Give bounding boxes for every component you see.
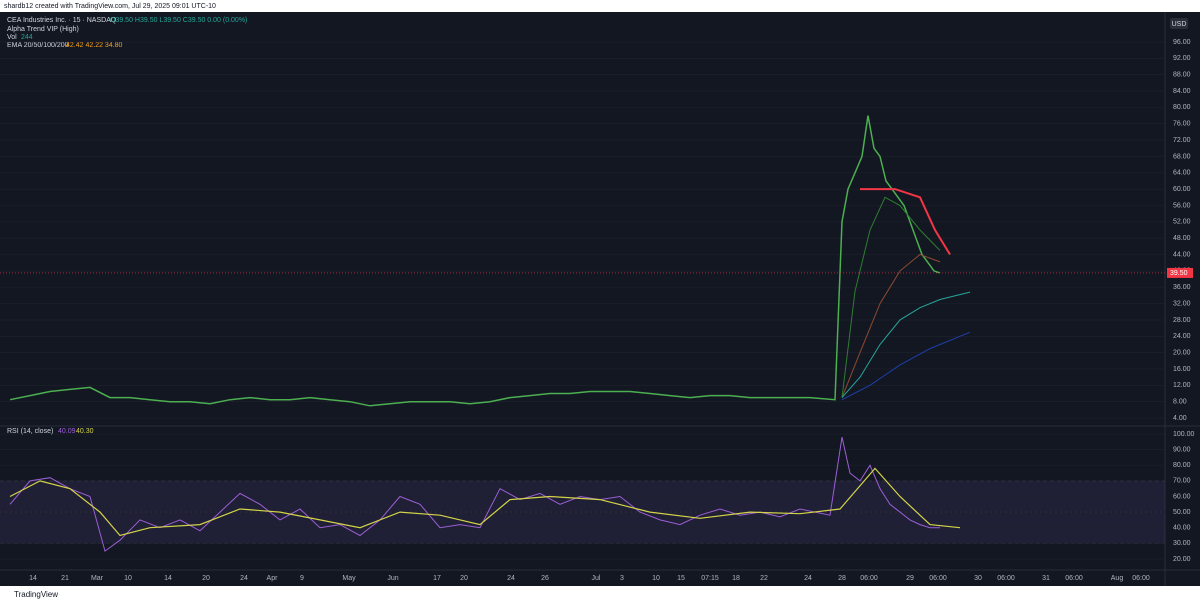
y-tick-label: 16.00 <box>1173 366 1191 373</box>
y-tick-label: 84.00 <box>1173 88 1191 95</box>
x-tick-label: 31 <box>1042 575 1050 582</box>
x-tick-label: 14 <box>29 575 37 582</box>
x-tick-label: 10 <box>124 575 132 582</box>
y-tick-label: 24.00 <box>1173 333 1191 340</box>
y-tick-label: 32.00 <box>1173 300 1191 307</box>
series-line <box>841 331 971 401</box>
x-tick-label: May <box>342 575 356 582</box>
indicator: Alpha Trend VIP (High) <box>7 26 79 33</box>
y-tick-label: 4.00 <box>1173 415 1187 422</box>
panel-title-value: 40.09 <box>58 428 76 435</box>
x-tick-label: 15 <box>677 575 685 582</box>
series-line <box>9 115 941 407</box>
footer: TradingView <box>14 590 58 599</box>
x-tick-label: 10 <box>652 575 660 582</box>
y-tick-label: 60.00 <box>1173 493 1191 500</box>
y-tick-label: 12.00 <box>1173 382 1191 389</box>
x-tick-label: 14 <box>164 575 172 582</box>
x-tick-label: 06:00 <box>1132 575 1150 582</box>
y-tick-label: 88.00 <box>1173 72 1191 79</box>
y-tick-label: 20.00 <box>1173 556 1191 563</box>
panel-title-value: 40.30 <box>76 428 94 435</box>
x-tick-label: 06:00 <box>1065 575 1083 582</box>
series-line <box>841 196 941 398</box>
y-tick-label: 36.00 <box>1173 284 1191 291</box>
x-tick-label: 06:00 <box>929 575 947 582</box>
x-tick-label: 29 <box>906 575 914 582</box>
x-tick-label: 26 <box>541 575 549 582</box>
y-tick-label: 90.00 <box>1173 446 1191 453</box>
x-tick-label: 28 <box>838 575 846 582</box>
y-tick-label: 48.00 <box>1173 235 1191 242</box>
y-tick-label: 60.00 <box>1173 186 1191 193</box>
x-tick-label: Apr <box>267 575 279 582</box>
x-tick-label: 24 <box>804 575 812 582</box>
x-tick-label: 17 <box>433 575 441 582</box>
x-tick-label: Jul <box>592 575 601 582</box>
series-line <box>9 436 940 552</box>
ohlc: O39.50 H39.50 L39.50 C39.50 0.00 (0.00%) <box>110 17 247 24</box>
indicator-value: 42.42 42.22 34.80 <box>66 42 123 49</box>
top-strip <box>0 0 1200 12</box>
y-tick-label: 80.00 <box>1173 104 1191 111</box>
y-tick-label: 52.00 <box>1173 219 1191 226</box>
y-tick-label: 70.00 <box>1173 478 1191 485</box>
series-line <box>841 253 941 398</box>
x-tick-label: 07:15 <box>701 575 719 582</box>
x-tick-label: 06:00 <box>997 575 1015 582</box>
x-tick-label: 18 <box>732 575 740 582</box>
x-tick-label: Jun <box>387 575 398 582</box>
x-tick-label: 24 <box>240 575 248 582</box>
y-tick-label: 96.00 <box>1173 39 1191 46</box>
x-tick-label: 30 <box>974 575 982 582</box>
y-tick-label: 44.00 <box>1173 251 1191 258</box>
x-tick-label: 24 <box>507 575 515 582</box>
series-line <box>9 467 961 537</box>
y-tick-label: 80.00 <box>1173 462 1191 469</box>
x-tick-label: Mar <box>91 575 104 582</box>
series-line <box>841 291 971 398</box>
y-tick-label: 50.00 <box>1173 509 1191 516</box>
y-tick-label: 92.00 <box>1173 55 1191 62</box>
last-price-label: 39.50 <box>1170 270 1188 277</box>
x-tick-label: Aug <box>1111 575 1124 582</box>
y-tick-label: 64.00 <box>1173 170 1191 177</box>
y-tick-label: 20.00 <box>1173 349 1191 356</box>
last-price-badge <box>1167 267 1193 278</box>
x-tick-label: 9 <box>300 575 304 582</box>
y-tick-label: 68.00 <box>1173 153 1191 160</box>
indicator: Vol <box>7 34 17 41</box>
symbol: CEA Industries Inc. · 15 · NASDAQ <box>7 17 117 24</box>
x-tick-label: 22 <box>760 575 768 582</box>
footer-strip <box>0 586 1200 603</box>
currency: USD <box>1172 21 1187 28</box>
currency-badge <box>1170 18 1188 29</box>
credit: shardb12 created with TradingView.com, J… <box>4 3 216 10</box>
y-tick-label: 30.00 <box>1173 540 1191 547</box>
x-tick-label: 06:00 <box>860 575 878 582</box>
x-tick-label: 20 <box>460 575 468 582</box>
y-tick-label: 76.00 <box>1173 121 1191 128</box>
y-tick-label: 8.00 <box>1173 399 1187 406</box>
y-tick-label: 72.00 <box>1173 137 1191 144</box>
y-tick-label: 40.00 <box>1173 525 1191 532</box>
y-tick-label: 100.00 <box>1173 431 1195 438</box>
y-tick-label: 56.00 <box>1173 202 1191 209</box>
indicator: EMA 20/50/100/200 <box>7 42 69 49</box>
panel-title: RSI (14, close) <box>7 428 53 435</box>
x-tick-label: 20 <box>202 575 210 582</box>
x-tick-label: 3 <box>620 575 624 582</box>
x-tick-label: 21 <box>61 575 69 582</box>
y-tick-label: 28.00 <box>1173 317 1191 324</box>
indicator-value: 244 <box>21 34 33 41</box>
series-line <box>860 188 951 256</box>
